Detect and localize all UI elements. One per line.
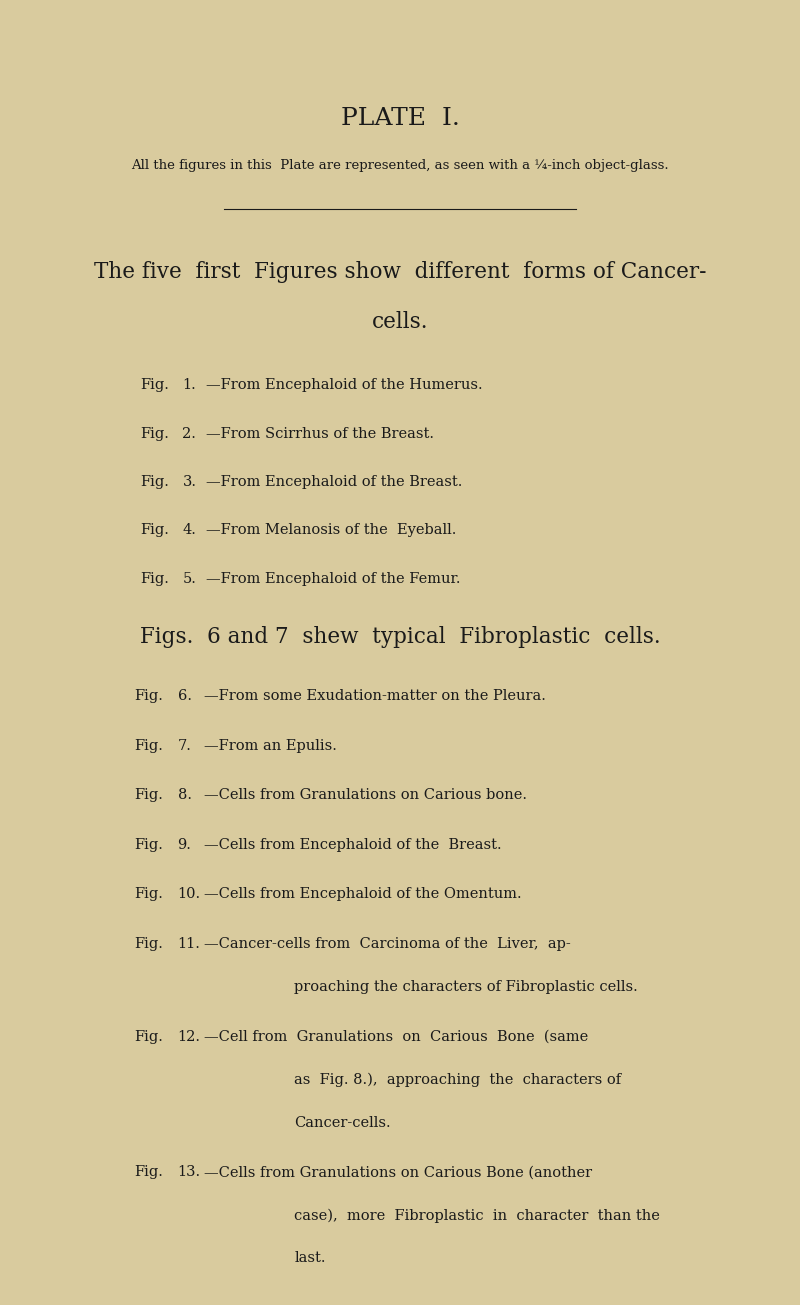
Text: 2.: 2. [182, 427, 196, 441]
Text: 4.: 4. [182, 523, 196, 538]
Text: 12.: 12. [178, 1030, 201, 1044]
Text: Figs.  6 and 7  shew  typical  Fibroplastic  cells.: Figs. 6 and 7 shew typical Fibroplastic … [140, 626, 660, 649]
Text: Fig.: Fig. [134, 838, 163, 852]
Text: —Cells from Encephaloid of the  Breast.: —Cells from Encephaloid of the Breast. [204, 838, 502, 852]
Text: Fig.: Fig. [140, 523, 169, 538]
Text: 3.: 3. [182, 475, 197, 489]
Text: Fig.: Fig. [134, 739, 163, 753]
Text: 9.: 9. [178, 838, 191, 852]
Text: Fig.: Fig. [134, 1030, 163, 1044]
Text: —Cancer-cells from  Carcinoma of the  Liver,  ap-: —Cancer-cells from Carcinoma of the Live… [204, 937, 570, 951]
Text: 8.: 8. [178, 788, 192, 803]
Text: —From Melanosis of the  Eyeball.: —From Melanosis of the Eyeball. [206, 523, 457, 538]
Text: last.: last. [294, 1251, 326, 1266]
Text: —Cells from Granulations on Carious bone.: —Cells from Granulations on Carious bone… [204, 788, 527, 803]
Text: —From an Epulis.: —From an Epulis. [204, 739, 337, 753]
Text: Fig.: Fig. [134, 887, 163, 902]
Text: case),  more  Fibroplastic  in  character  than the: case), more Fibroplastic in character th… [294, 1208, 660, 1223]
Text: 6.: 6. [178, 689, 192, 703]
Text: 5.: 5. [182, 572, 196, 586]
Text: The five  first  Figures show  different  forms of Cancer-: The five first Figures show different fo… [94, 261, 706, 283]
Text: Fig.: Fig. [140, 572, 169, 586]
Text: PLATE  I.: PLATE I. [341, 107, 459, 130]
Text: —Cell from  Granulations  on  Carious  Bone  (same: —Cell from Granulations on Carious Bone … [204, 1030, 588, 1044]
Text: Fig.: Fig. [134, 1165, 163, 1180]
Text: All the figures in this  Plate are represented, as seen with a ¼-inch object-gla: All the figures in this Plate are repres… [131, 159, 669, 172]
Text: proaching the characters of Fibroplastic cells.: proaching the characters of Fibroplastic… [294, 980, 638, 994]
Text: —Cells from Encephaloid of the Omentum.: —Cells from Encephaloid of the Omentum. [204, 887, 522, 902]
Text: 1.: 1. [182, 378, 196, 393]
Text: 10.: 10. [178, 887, 201, 902]
Text: Fig.: Fig. [134, 788, 163, 803]
Text: —From some Exudation-matter on the Pleura.: —From some Exudation-matter on the Pleur… [204, 689, 546, 703]
Text: 13.: 13. [178, 1165, 201, 1180]
Text: 7.: 7. [178, 739, 191, 753]
Text: Fig.: Fig. [140, 378, 169, 393]
Text: 11.: 11. [178, 937, 201, 951]
Text: cells.: cells. [372, 311, 428, 333]
Text: —From Encephaloid of the Femur.: —From Encephaloid of the Femur. [206, 572, 461, 586]
Text: Fig.: Fig. [134, 937, 163, 951]
Text: Cancer-cells.: Cancer-cells. [294, 1116, 391, 1130]
Text: Fig.: Fig. [140, 475, 169, 489]
Text: —From Encephaloid of the Breast.: —From Encephaloid of the Breast. [206, 475, 462, 489]
Text: —Cells from Granulations on Carious Bone (another: —Cells from Granulations on Carious Bone… [204, 1165, 592, 1180]
Text: Fig.: Fig. [134, 689, 163, 703]
Text: Fig.: Fig. [140, 427, 169, 441]
Text: —From Encephaloid of the Humerus.: —From Encephaloid of the Humerus. [206, 378, 483, 393]
Text: —From Scirrhus of the Breast.: —From Scirrhus of the Breast. [206, 427, 434, 441]
Text: as  Fig. 8.),  approaching  the  characters of: as Fig. 8.), approaching the characters … [294, 1073, 622, 1087]
